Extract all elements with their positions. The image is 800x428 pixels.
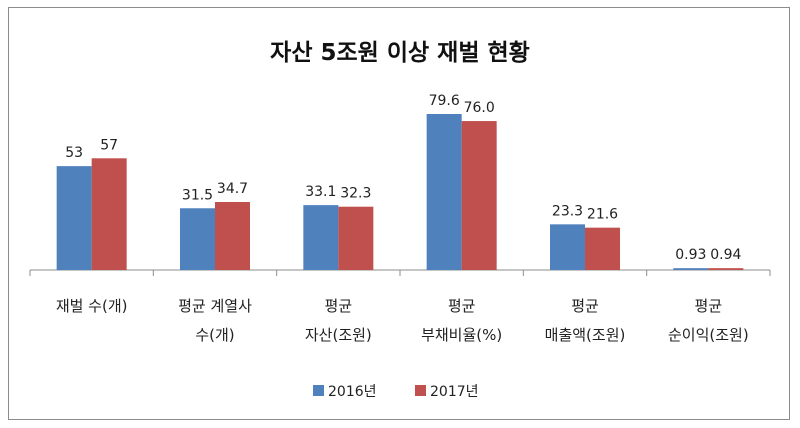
data-label: 32.3 bbox=[340, 186, 371, 202]
legend-label: 2016년 bbox=[328, 384, 377, 400]
bar-2017 bbox=[708, 268, 744, 270]
data-label: 0.93 bbox=[675, 247, 706, 263]
legend-swatch-2016 bbox=[313, 385, 324, 396]
bar-2017 bbox=[585, 227, 620, 270]
data-label: 0.94 bbox=[710, 247, 741, 263]
bar-2017 bbox=[461, 121, 497, 271]
bar-2016 bbox=[550, 224, 585, 270]
bar-2017 bbox=[215, 201, 250, 270]
category-label: 부채비율(%) bbox=[421, 326, 502, 344]
category-label: 자산(조원) bbox=[305, 326, 372, 344]
data-label: 76.0 bbox=[464, 100, 495, 116]
chart-frame bbox=[8, 7, 790, 420]
bar-2016 bbox=[180, 208, 215, 270]
legend-swatch-2017 bbox=[415, 385, 426, 396]
bar-2017 bbox=[338, 206, 374, 270]
category-label: 평균 계열사 bbox=[178, 297, 252, 315]
category-label: 평균 bbox=[448, 297, 476, 315]
category-label: 수(개) bbox=[195, 326, 234, 344]
category-label: 재벌 수(개) bbox=[56, 297, 128, 315]
category-label: 평균 bbox=[325, 297, 353, 315]
bar-2016 bbox=[56, 166, 92, 270]
data-label: 57 bbox=[100, 137, 118, 153]
data-label: 33.1 bbox=[305, 184, 336, 200]
category-label: 순이익(조원) bbox=[668, 326, 749, 344]
category-label: 평균 bbox=[695, 297, 723, 315]
data-label: 21.6 bbox=[587, 207, 618, 223]
legend-label: 2017년 bbox=[430, 384, 479, 400]
data-label: 79.6 bbox=[429, 93, 460, 109]
bar-2016 bbox=[673, 268, 709, 270]
data-label: 34.7 bbox=[217, 181, 248, 197]
category-label: 매출액(조원) bbox=[545, 326, 626, 344]
chart-title: 자산 5조원 이상 재벌 현황 bbox=[270, 40, 530, 66]
data-label: 53 bbox=[65, 145, 83, 161]
category-label: 평균 bbox=[571, 297, 599, 315]
bar-2017 bbox=[91, 158, 127, 270]
data-label: 31.5 bbox=[182, 187, 213, 203]
bar-2016 bbox=[426, 114, 462, 270]
legend: 2016년 2017년 bbox=[313, 384, 479, 400]
data-label: 23.3 bbox=[552, 203, 583, 219]
bar-2016 bbox=[303, 205, 339, 270]
